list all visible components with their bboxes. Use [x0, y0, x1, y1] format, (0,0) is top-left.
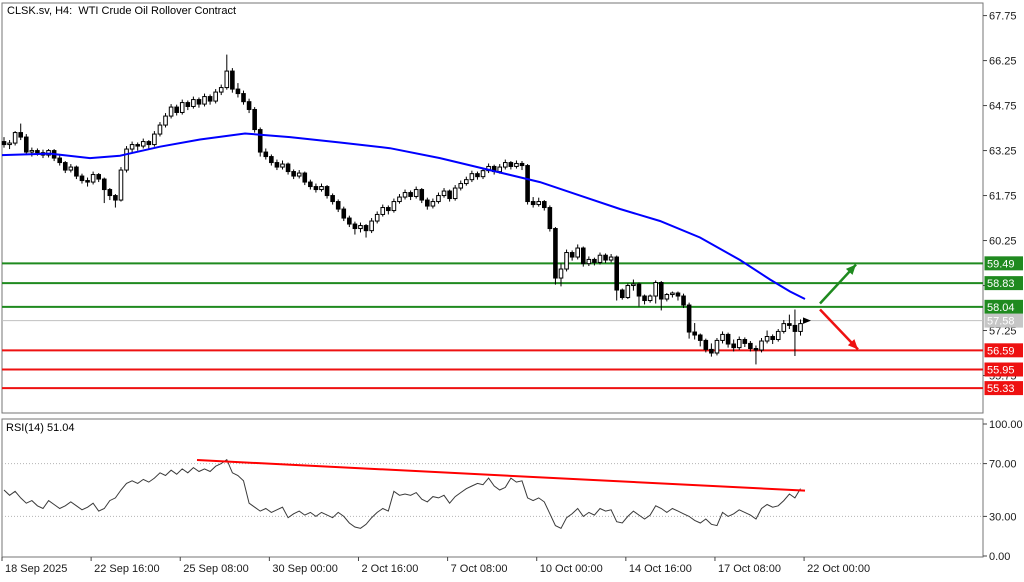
- price-tick-label: 66.25: [989, 56, 1017, 68]
- rsi-tick-label: 30.00: [989, 511, 1017, 523]
- level-price-label-59.49: 59.49: [987, 258, 1015, 270]
- date-tick-label: 30 Sep 00:00: [272, 563, 337, 575]
- rsi-line: [3, 458, 801, 529]
- date-tick-label: 25 Sep 08:00: [183, 563, 248, 575]
- rsi-pane-border: [1, 418, 984, 558]
- date-tick-label: 10 Oct 00:00: [540, 563, 603, 575]
- date-tick-label: 14 Oct 16:00: [629, 563, 692, 575]
- last-price-pointer: [803, 317, 811, 324]
- up-forecast-arrow: [819, 263, 857, 305]
- rsi-trendline: [196, 459, 806, 492]
- price-tick-label: 57.25: [989, 326, 1017, 338]
- price-tick-label: 60.25: [989, 236, 1017, 248]
- date-tick-label: 2 Oct 16:00: [361, 563, 418, 575]
- rsi-indicator-label: RSI(14) 51.04: [6, 422, 75, 434]
- level-price-label-55.95: 55.95: [987, 365, 1015, 377]
- date-tick-label: 18 Sep 2025: [5, 563, 67, 575]
- level-price-label-58.83: 58.83: [987, 278, 1015, 290]
- current-price-label: 57.58: [987, 316, 1015, 328]
- date-tick-label: 22 Sep 16:00: [94, 563, 159, 575]
- main-price-pane[interactable]: [1, 2, 984, 414]
- price-tick-label: 63.25: [989, 146, 1017, 158]
- rsi-tick-label: 100.00: [989, 419, 1023, 431]
- level-price-label-56.59: 56.59: [987, 345, 1015, 357]
- price-tick-label: 64.75: [989, 101, 1017, 113]
- date-tick-label: 22 Oct 00:00: [807, 563, 870, 575]
- time-axis[interactable]: 18 Sep 2025 22 Sep 16:00 25 Sep 08:00 30 Se…: [1, 557, 870, 575]
- candlestick-series: [1, 54, 803, 365]
- date-tick-label: 17 Oct 08:00: [718, 563, 781, 575]
- price-tick-label: 67.75: [989, 11, 1017, 23]
- rsi-tick-label: 0.00: [989, 551, 1010, 563]
- rsi-pane[interactable]: [1, 418, 984, 558]
- price-tick-label: 61.75: [989, 191, 1017, 203]
- chart-title: CLSK.sv, H4: WTI Crude Oil Rollover Cont…: [7, 5, 237, 17]
- down-forecast-arrow: [819, 308, 859, 351]
- moving-average-line: [1, 132, 806, 300]
- level-price-label-58.04: 58.04: [987, 302, 1015, 314]
- main-pane-border: [1, 2, 984, 414]
- date-tick-label: 7 Oct 08:00: [451, 563, 508, 575]
- level-price-label-55.33: 55.33: [987, 383, 1015, 395]
- price-axis[interactable]: 67.7566.2564.7563.2561.7560.2558.7557.25…: [983, 11, 1023, 563]
- rsi-tick-label: 70.00: [989, 459, 1017, 471]
